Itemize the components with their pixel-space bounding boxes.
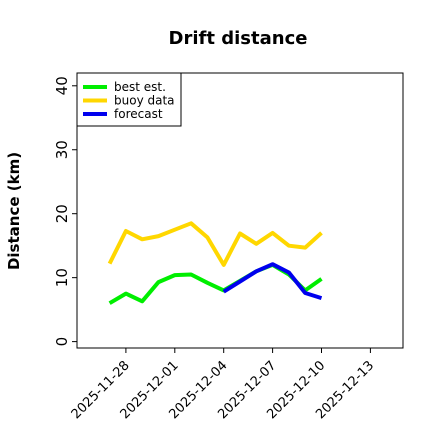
y-tick-label: 20	[53, 204, 71, 223]
plot-frame	[76, 72, 404, 349]
y-tick-label: 10	[53, 268, 71, 287]
chart-title: Drift distance	[169, 28, 308, 49]
plot-area: 0102030402025-11-282025-12-012025-12-042…	[53, 76, 377, 422]
y-tick-label: 0	[53, 337, 71, 347]
legend-entry-label: buoy data	[114, 94, 175, 108]
series-line-buoy-data	[107, 221, 323, 267]
legend-entry-label: best est.	[114, 80, 166, 94]
legend-entry-label: forecast	[114, 107, 163, 121]
y-axis-label: Distance (km)	[5, 152, 23, 270]
y-tick-label: 40	[53, 76, 71, 95]
y-tick-label: 30	[53, 140, 71, 159]
series-line-forecast	[222, 262, 323, 301]
series-line-best-est	[108, 262, 323, 305]
